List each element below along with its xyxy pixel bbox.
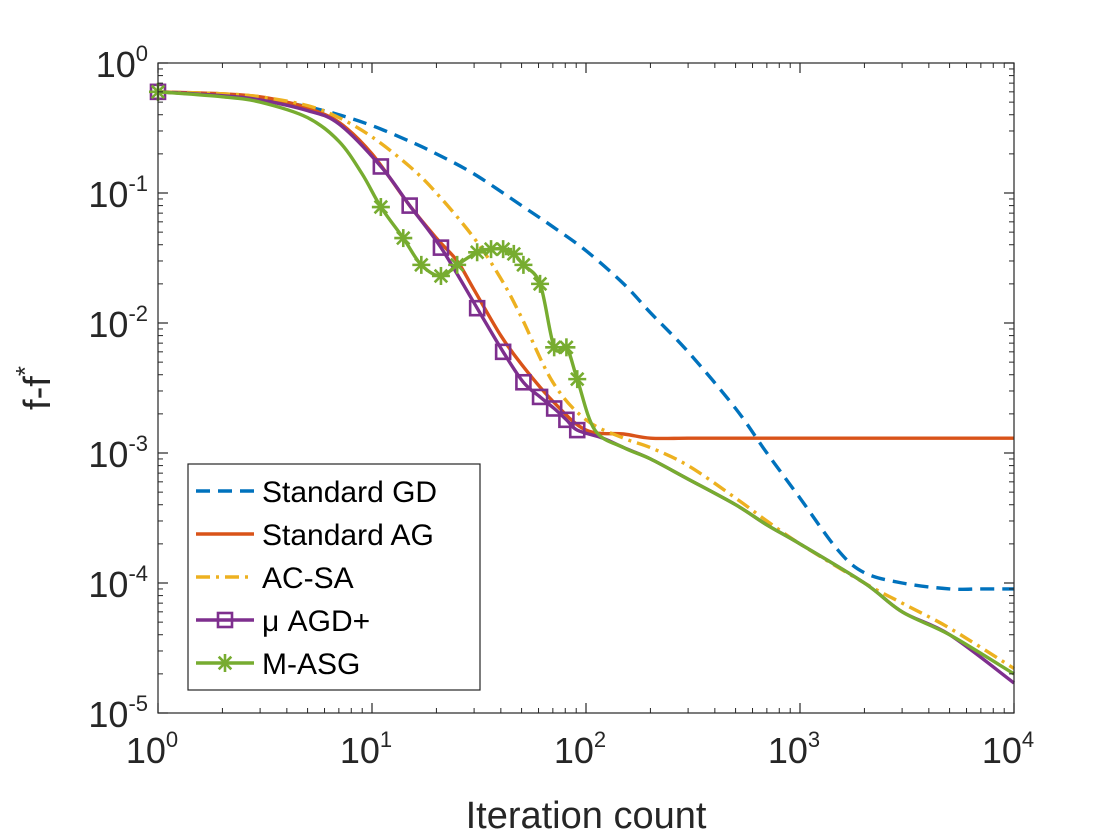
legend-item: M-ASG (196, 648, 360, 681)
legend: Standard GD Standard AG AC-SA μ AGD+ M-ASG (187, 463, 481, 691)
legend-label: M-ASG (262, 648, 360, 681)
legend-item: Standard GD (196, 476, 437, 509)
legend-item: AC-SA (196, 562, 354, 595)
data-point (468, 243, 487, 262)
y-tick-label: 10-3 (88, 431, 148, 475)
data-point (514, 255, 533, 274)
tick-layer: 100 101 102 103 104 100 10-1 10-2 10-3 10-4 10-5 (88, 41, 1034, 771)
series-1 (157, 90, 1014, 592)
y-tick-label: 10-4 (88, 561, 148, 605)
legend-item: μ AGD+ (196, 605, 370, 638)
data-point (558, 411, 575, 429)
svg-text:f-f*: f-f* (10, 366, 59, 410)
series-line-1 (157, 90, 1014, 592)
series-3 (157, 90, 1015, 670)
x-tick-label: 104 (982, 727, 1034, 771)
data-point (568, 370, 587, 389)
legend-label: Standard GD (262, 476, 437, 509)
data-point (545, 400, 563, 417)
y-tick-label: 10-5 (88, 691, 148, 735)
legend-label: μ AGD+ (262, 605, 370, 638)
series-line-2 (157, 90, 1014, 441)
data-point (401, 197, 418, 214)
data-point (515, 373, 532, 391)
x-tick-label: 101 (340, 727, 392, 771)
data-point (545, 338, 564, 357)
data-point (372, 158, 390, 175)
data-point (371, 198, 390, 217)
legend-item: Standard AG (196, 519, 434, 552)
series-5 (149, 82, 1015, 676)
data-point (557, 338, 576, 357)
data-point (531, 274, 550, 293)
data-point (394, 229, 413, 248)
x-tick-label: 102 (554, 727, 606, 771)
data-point (432, 239, 450, 256)
series-line-3 (157, 90, 1015, 670)
y-tick-label: 100 (96, 41, 148, 85)
y-tick-label: 10-1 (88, 171, 148, 215)
y-axis-label-main: f-f (17, 376, 59, 410)
y-tick-label: 10-2 (88, 301, 148, 345)
series-2 (157, 90, 1014, 441)
x-tick-label: 100 (126, 727, 178, 771)
y-axis-label: f-f* (10, 366, 59, 410)
data-point (494, 343, 512, 361)
legend-marker (216, 654, 234, 672)
series-layer (149, 82, 1016, 685)
data-point (531, 388, 549, 406)
data-point (568, 421, 586, 439)
legend-marker (216, 611, 234, 629)
data-point (412, 255, 431, 274)
data-point (431, 266, 450, 285)
y-axis-label-sup: * (10, 366, 40, 376)
legend-label: AC-SA (262, 562, 354, 595)
data-point (468, 299, 486, 317)
legend-label: Standard AG (262, 519, 434, 552)
x-axis-label: Iteration count (466, 795, 707, 837)
data-point (448, 255, 467, 274)
x-tick-label: 103 (768, 727, 820, 771)
